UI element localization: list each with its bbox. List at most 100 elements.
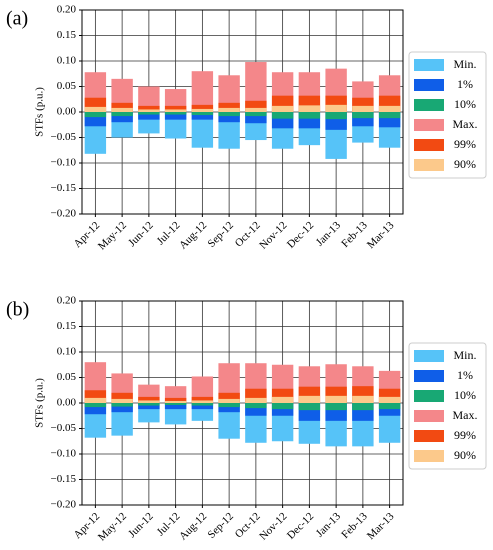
bar: [191, 112, 214, 148]
legend-swatch: [414, 410, 444, 422]
bar: [84, 397, 107, 403]
y-tick-label: 0.05: [57, 371, 77, 383]
legend-swatch: [414, 79, 444, 91]
bar: [218, 102, 240, 112]
legend-swatch: [414, 370, 444, 382]
y-tick-label: 0.20: [57, 295, 77, 307]
legend-label: Max.: [453, 117, 478, 131]
x-tick-label: Sep-12: [206, 510, 237, 541]
bar: [325, 112, 347, 120]
bar: [138, 396, 160, 403]
bar: [191, 112, 214, 120]
legend-label: 1%: [457, 77, 473, 91]
bar: [298, 395, 321, 403]
bar: [245, 112, 267, 117]
bar: [271, 112, 294, 119]
bar: [111, 102, 133, 112]
legend-label: 99%: [454, 428, 476, 442]
bar: [111, 403, 133, 407]
x-tick-label: Jan-13: [314, 219, 344, 249]
x-tick-label: Nov-12: [257, 510, 289, 542]
x-tick-label: Jun-12: [126, 219, 156, 249]
bar: [164, 403, 187, 410]
bar: [245, 100, 267, 112]
bar: [164, 109, 187, 112]
legend-label: 10%: [454, 97, 476, 111]
y-tick-label: 0.15: [57, 320, 77, 332]
bar: [84, 112, 107, 118]
y-tick-label: −0.05: [51, 131, 77, 143]
x-tick-label: Jan-13: [314, 510, 344, 540]
y-axis-label: STFs (p.u.): [34, 378, 46, 428]
y-tick-label: 0.05: [57, 80, 77, 92]
y-tick-label: −0.10: [51, 157, 77, 169]
bar: [111, 107, 133, 112]
bar: [164, 112, 187, 115]
legend-label: 90%: [454, 448, 476, 462]
bar: [218, 112, 240, 117]
legend-label: 1%: [457, 368, 473, 382]
bar: [245, 62, 267, 112]
bar: [191, 396, 214, 403]
bar: [111, 398, 133, 403]
bar: [218, 398, 240, 403]
bar: [164, 105, 187, 112]
bar: [111, 403, 133, 413]
bar: [352, 112, 374, 119]
x-tick-label: Jun-12: [126, 510, 156, 540]
x-tick-label: Aug-12: [177, 510, 209, 542]
bar: [271, 396, 294, 403]
x-tick-label: Dec-12: [285, 510, 316, 541]
bar: [191, 376, 214, 403]
legend-swatch: [414, 59, 444, 71]
panel-label: (b): [6, 299, 29, 321]
bar: [84, 403, 107, 415]
x-tick-label: Mar-13: [365, 510, 397, 542]
x-tick-label: Aug-12: [177, 219, 209, 251]
bar: [352, 395, 374, 403]
x-tick-label: Feb-13: [339, 219, 370, 250]
legend-swatch: [414, 119, 444, 131]
bar: [352, 105, 374, 112]
legend-label: Min.: [453, 57, 476, 71]
legend-label: Max.: [453, 408, 478, 422]
y-tick-label: −0.05: [51, 422, 77, 434]
bar: [164, 397, 187, 403]
bar: [245, 112, 267, 124]
bar: [84, 106, 107, 112]
y-tick-label: −0.20: [51, 208, 77, 220]
bar: [138, 105, 160, 112]
x-tick-label: Nov-12: [257, 219, 289, 251]
y-tick-label: −0.20: [51, 499, 77, 511]
y-tick-label: 0.10: [57, 346, 77, 358]
bar: [111, 112, 133, 123]
bar: [378, 112, 401, 119]
bar: [138, 400, 160, 403]
bar: [138, 403, 160, 406]
legend-label: 10%: [454, 388, 476, 402]
y-tick-label: −0.10: [51, 448, 77, 460]
bar: [298, 105, 321, 112]
bar: [218, 403, 240, 413]
y-tick-label: −0.15: [51, 182, 77, 194]
y-axis-label: STFs (p.u.): [34, 87, 46, 137]
bar: [325, 104, 347, 112]
legend-swatch: [414, 390, 444, 402]
bar: [325, 395, 347, 403]
bar: [138, 112, 160, 120]
x-tick-label: May-12: [96, 510, 129, 543]
bar: [325, 403, 347, 411]
legend-label: 99%: [454, 137, 476, 151]
bar: [218, 112, 240, 123]
legend-swatch: [414, 139, 444, 151]
y-tick-label: 0.15: [57, 29, 77, 41]
y-tick-label: 0.20: [57, 4, 77, 16]
legend-swatch: [414, 159, 444, 171]
bar: [138, 403, 160, 410]
bar: [164, 403, 187, 406]
legend-swatch: [414, 350, 444, 362]
bar: [271, 403, 294, 410]
bar: [245, 403, 267, 409]
plot-frame: [81, 300, 404, 506]
legend-swatch: [414, 430, 444, 442]
